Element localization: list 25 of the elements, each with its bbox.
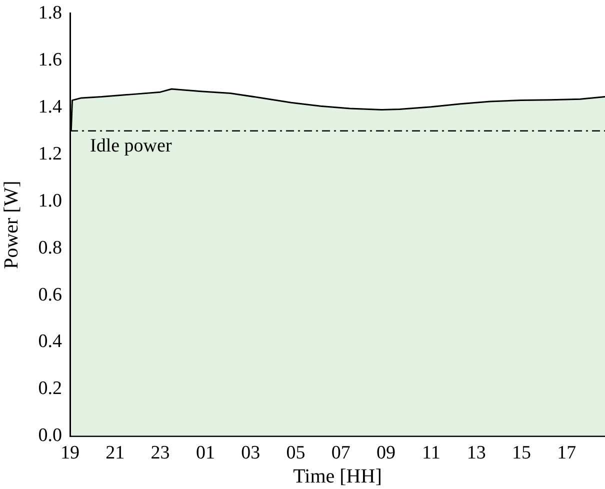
x-axis-title: Time [HH] (293, 465, 382, 488)
y-tick-label: 1.8 (38, 2, 62, 24)
x-tick-label: 21 (106, 442, 125, 464)
x-tick-label: 05 (286, 442, 306, 464)
y-axis-title: Power [W] (0, 180, 22, 269)
x-tick-label: 13 (466, 442, 486, 464)
y-tick-label: 1.0 (38, 190, 62, 212)
y-tick-label: 1.6 (38, 49, 62, 70)
x-tick-label: 19 (60, 442, 80, 464)
x-tick-label: 15 (512, 442, 531, 464)
x-tick-label: 23 (150, 442, 170, 464)
y-tick-label: 0.2 (38, 378, 62, 400)
x-tick-label: 11 (422, 442, 440, 464)
x-tick-label: 01 (196, 442, 215, 464)
y-tick-label: 0.8 (38, 237, 62, 258)
y-tick-label: 0.4 (38, 331, 62, 352)
ref-line-label: Idle power (90, 135, 172, 156)
y-tick-label: 0.0 (38, 425, 62, 446)
y-tick-label: 1.2 (38, 143, 62, 164)
x-tick-label: 17 (557, 442, 576, 464)
y-tick-label: 0.6 (38, 284, 62, 306)
y-tick-label: 1.4 (38, 96, 62, 118)
x-tick-label: 03 (241, 442, 260, 464)
x-tick-label: 09 (376, 442, 396, 464)
x-tick-label: 07 (331, 442, 350, 464)
